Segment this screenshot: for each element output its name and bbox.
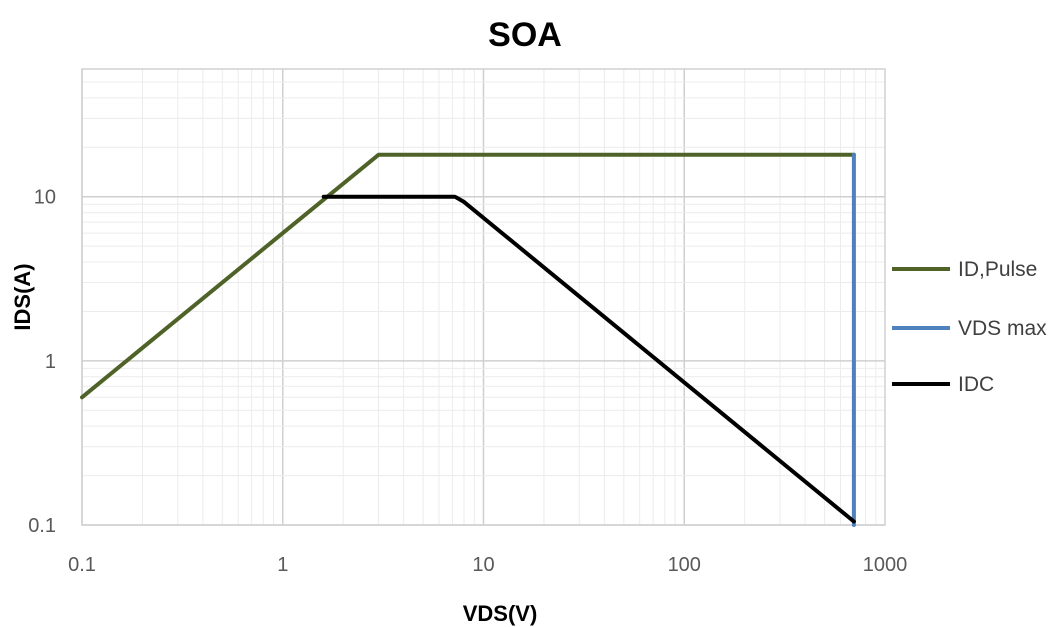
series-group	[80, 152, 856, 527]
y-tick-labels: 0.1 1 10	[28, 187, 56, 537]
x-tick-labels: 0.1 1 10 100 1000	[68, 554, 907, 576]
series-line-id-pulse	[80, 152, 856, 400]
x-tick-label: 1	[277, 554, 288, 576]
y-tick-label: 1	[45, 351, 56, 373]
x-tick-label: 10	[472, 554, 494, 576]
x-tick-label: 100	[668, 554, 701, 576]
chart-title: SOA	[488, 16, 562, 54]
y-tick-label: 10	[34, 187, 56, 209]
plot-area-border	[81, 68, 886, 526]
legend-label-idc: IDC	[958, 373, 994, 396]
legend-label-vds-max: VDS max	[958, 317, 1047, 340]
y-axis-title: IDS(A)	[10, 263, 35, 330]
legend: ID,Pulse VDS max IDC	[892, 258, 1047, 396]
series-line-idc	[321, 194, 856, 524]
x-tick-label: 0.1	[68, 554, 96, 576]
y-tick-label: 0.1	[28, 515, 56, 537]
grid	[81, 68, 885, 526]
x-axis-title: VDS(V)	[463, 601, 538, 626]
x-tick-label: 1000	[863, 554, 908, 576]
legend-label-id-pulse: ID,Pulse	[958, 258, 1037, 281]
